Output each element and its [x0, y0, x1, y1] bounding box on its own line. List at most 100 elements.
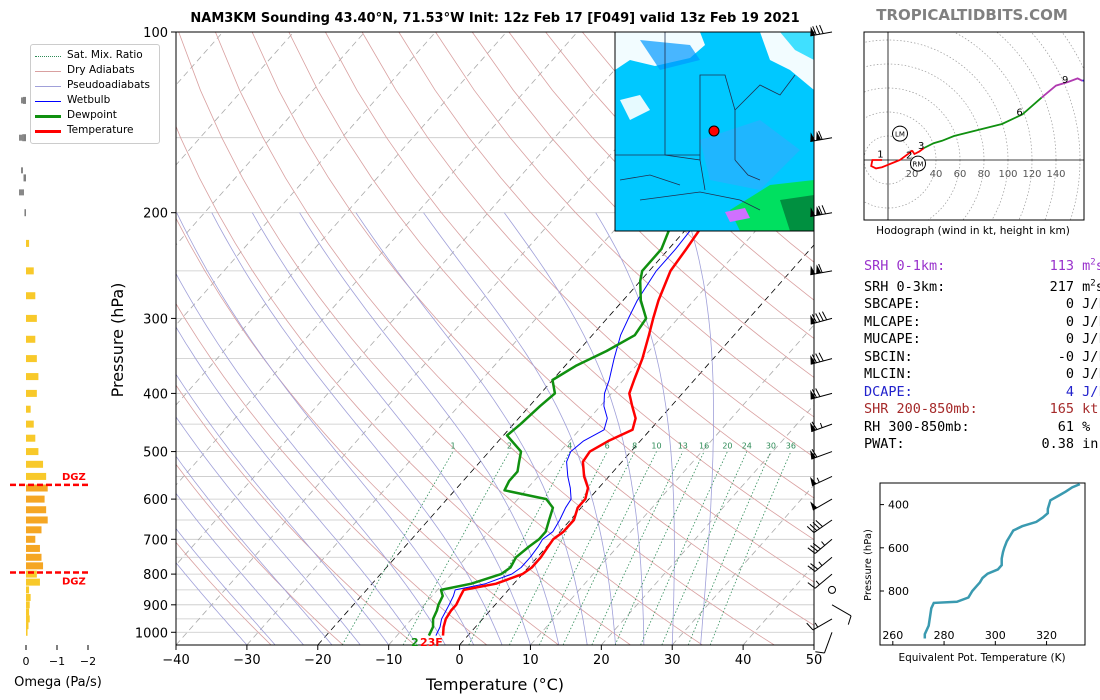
omega-bar: [26, 516, 48, 524]
barb-flag: [810, 265, 816, 275]
omega-bar: [26, 622, 29, 630]
hodo-segment: [1041, 77, 1083, 99]
barb-full: [819, 24, 824, 34]
hodo-tick-label: 120: [1022, 169, 1041, 180]
calm-circle: [828, 585, 836, 594]
omega-bar: [26, 292, 36, 300]
theta-e-x-tick-label: 280: [934, 629, 955, 642]
barb-flag: [810, 355, 816, 365]
barb-shaft: [810, 212, 833, 218]
barb-full: [815, 313, 821, 322]
stat-unit: kt: [1082, 401, 1099, 417]
isotherm: [0, 32, 10, 645]
stat-value: 113: [1049, 257, 1074, 274]
stat-sbcape: SBCAPE: 0 J/kg: [864, 296, 1100, 314]
chart-title: NAM3KM Sounding 43.40°N, 71.53°W Init: 1…: [190, 11, 799, 26]
omega-tick-label: −1: [49, 655, 65, 668]
mixing-ratio-labels: 1 2 4 6 8 10 13 16 20 24 30 36: [450, 442, 795, 451]
stat-value: 0: [1065, 366, 1074, 382]
map-inset: [614, 31, 815, 232]
dry-adiabat: [176, 302, 488, 645]
stat-shear-200-850: SHR 200-850mb: 165 kt: [864, 401, 1098, 419]
dry-adiabat: [288, 32, 814, 583]
mixing-ratio-line: [640, 451, 728, 645]
stat-value: 0: [1065, 331, 1074, 347]
height-label: 9: [1062, 75, 1068, 86]
theta-e-x-tick-label: 260: [882, 629, 903, 642]
surface-temperature-label: 23F: [420, 636, 443, 649]
barb-full: [821, 205, 827, 215]
mixing-ratio-label: 4: [567, 442, 572, 451]
omega-bar-positive: [21, 97, 23, 104]
omega-bars: [19, 96, 48, 636]
omega-bar: [26, 389, 37, 397]
omega-bar: [26, 553, 42, 561]
dry-adiabat: [435, 32, 814, 418]
dry-adiabat: [178, 32, 703, 645]
height-label: 6: [1016, 107, 1022, 118]
omega-bar: [26, 570, 37, 578]
legend-swatch: [35, 86, 61, 87]
pseudoadiabat: [685, 212, 714, 645]
stat-unit: %: [1082, 418, 1091, 435]
height-label: 3: [918, 141, 924, 152]
mixing-ratio-label: 2: [507, 442, 512, 451]
wind-barb: [831, 604, 852, 625]
barb-shaft: [812, 498, 833, 511]
storm-motion-marker: [910, 155, 926, 172]
stat-label: SBCIN:: [864, 348, 913, 365]
stat-srh-0-1km: SRH 0-1km: 113 m2s−2: [864, 254, 1100, 275]
omega-bar-positive: [19, 134, 24, 141]
pseudoadiabat: [176, 455, 333, 645]
dry-adiabat: [176, 541, 272, 645]
wind-barb: [807, 573, 833, 589]
mixing-ratio-line: [509, 451, 608, 645]
y-tick-label: 700: [143, 533, 168, 548]
mixing-ratio-line: [661, 451, 748, 645]
isotherm: [176, 32, 507, 406]
pseudoadiabat: [211, 212, 503, 645]
dry-adiabat: [176, 125, 631, 645]
dry-adiabat: [251, 32, 814, 626]
stat-label: SHR 200-850mb:: [864, 401, 978, 417]
pseudoadiabat: [595, 212, 675, 645]
stat-label: SRH 0-3km:: [864, 278, 946, 295]
series-line-dewpoint: [427, 32, 678, 637]
barb-full: [809, 523, 818, 531]
wind-barbs: [806, 24, 852, 654]
stat-value: 0: [1065, 313, 1074, 330]
barb-full: [806, 622, 814, 631]
omega-x-axis-label: Omega (Pa/s): [14, 675, 102, 690]
dgz-markers: DGZ DGZ: [10, 472, 88, 587]
legend-swatch: [35, 115, 61, 118]
mixing-ratio-label: 13: [678, 442, 688, 451]
barb-full: [807, 565, 816, 572]
stat-value: 0: [1065, 296, 1074, 312]
omega-bar: [26, 460, 44, 468]
dry-adiabat: [215, 32, 775, 645]
wind-barb: [807, 556, 833, 572]
isotherm: [176, 32, 365, 246]
omega-bar: [26, 484, 48, 492]
y-tick-label: 1000: [135, 626, 168, 641]
legend-swatch: [35, 71, 61, 72]
barb-full: [811, 389, 817, 398]
storm-motion-label: RM: [913, 161, 924, 169]
mix-area: [725, 208, 750, 222]
barb-shaft: [814, 538, 833, 554]
legend-label: Pseudoadiabats: [67, 79, 150, 91]
theta-e-x-axis-label: Equivalent Pot. Temperature (K): [898, 652, 1065, 664]
stat-unit: J/kg: [1082, 313, 1100, 330]
barb-full: [812, 26, 817, 35]
stat-unit: J/kg: [1082, 296, 1100, 312]
omega-bar: [26, 601, 30, 609]
skewt-x-ticks: −40 −30 −20 −10 0 10 20 30 40 50: [162, 645, 822, 668]
map-clear-area: [620, 95, 650, 120]
x-tick-label: −10: [375, 653, 402, 668]
pseudoadiabat: [176, 326, 418, 645]
wind-barb: [828, 585, 836, 594]
dry-adiabat: [508, 32, 814, 340]
hodo-tick-label: 100: [998, 169, 1017, 180]
stat-value: 0.38: [1041, 436, 1074, 452]
barb-full: [818, 205, 823, 215]
